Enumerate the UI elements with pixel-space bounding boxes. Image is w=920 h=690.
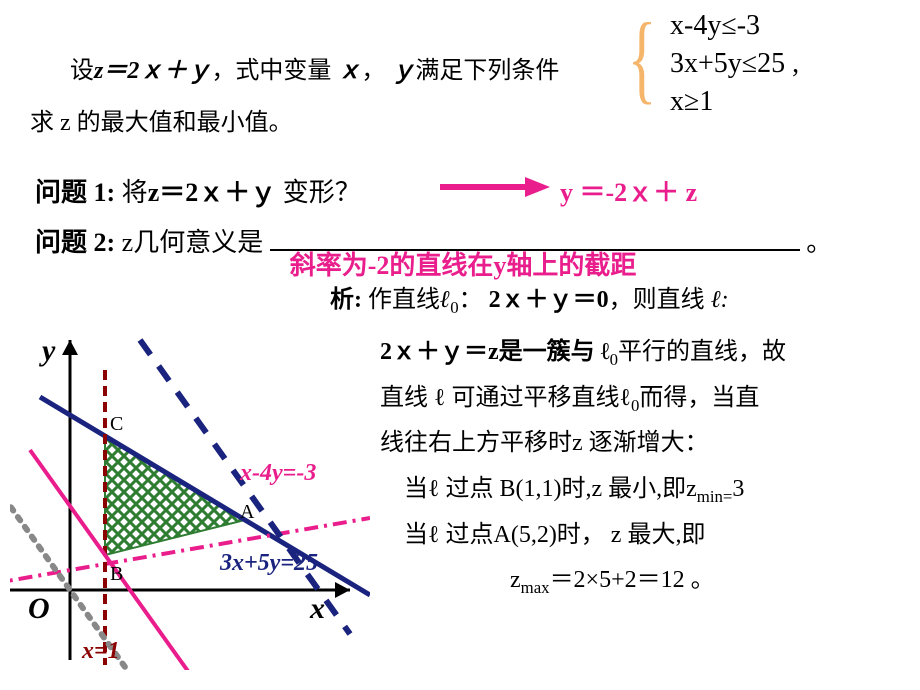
graph-y-label: y [42,334,55,368]
analysis-body: 2ｘ＋ｙ＝z是一簇与 ℓ0平行的直线，故 直线 ℓ 可通过平移直线ℓ0而得，当直… [380,330,910,604]
analysis-l2: 直线 ℓ 可通过平移直线ℓ0而得，当直 [380,376,910,422]
q1-arrow [440,172,550,207]
brace-icon: { [628,8,657,108]
analysis-line0: 析: 作直线ℓ0： 2ｘ＋ｙ＝0，则直线 ℓ: [330,278,729,324]
analysis-l4: 当ℓ 过点 B(1,1)时,z 最小,即zmin=3 [380,467,910,513]
analysis-l1: 2ｘ＋ｙ＝z是一簇与 ℓ0平行的直线，故 [380,330,910,376]
constraint-2: 3x+5y≤25 , [670,48,799,80]
constraint-3: x≥1 [670,86,713,118]
graph-point-A: A [240,501,255,523]
graph-point-B: B [110,563,123,585]
graph-eq2: 3x+5y=25 [220,550,318,577]
graph-point-C: C [110,413,123,435]
q1-block: 问题 1: 将z＝2ｘ＋ｙ 变形？ [35,172,361,209]
graph: A B C y x O x-4y=-3 3x+5y=25 x=1 [10,330,370,670]
q2-block: 问题 2: z几何意义是 斜率为-2的直线在y轴上的截距 。 [35,222,832,259]
graph-x-label: x [310,592,325,626]
analysis-l5: 当ℓ 过点A(5,2)时， z 最大,即 [380,513,910,559]
graph-eq1: x-4y=-3 [240,460,316,487]
q1-answer: y ＝-2ｘ＋ z [560,172,697,209]
analysis-l6: zmax＝2×5+2＝12 。 [380,558,910,604]
graph-eq3: x=1 [82,638,120,665]
problem-line2: 求 z 的最大值和最小值。 [30,102,293,137]
problem-line1: 设z＝2ｘ＋ｙ，式中变量 ｘ， ｙ满足下列条件 [70,50,559,85]
graph-o-label: O [28,592,50,626]
analysis-l3: 线往右上方平移时z 逐渐增大： [380,421,910,467]
constraint-1: x-4y≤-3 [670,10,760,42]
